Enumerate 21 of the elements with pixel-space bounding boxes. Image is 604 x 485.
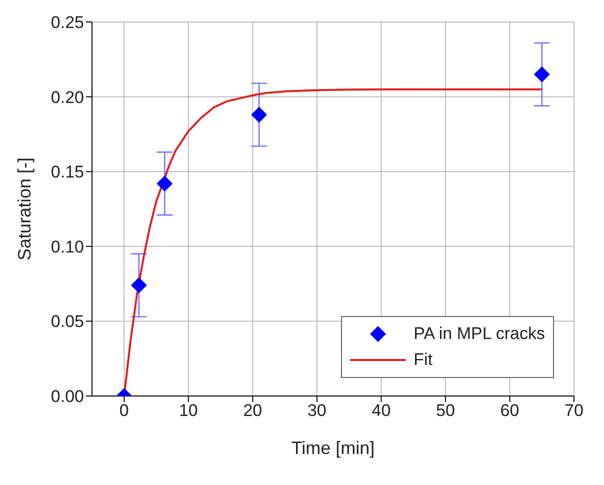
- x-tick-label: 70: [564, 401, 584, 420]
- y-axis-title: Saturation [-]: [14, 157, 34, 261]
- y-tick-label: 0.20: [50, 88, 84, 107]
- y-tick-label: 0.15: [50, 162, 84, 182]
- y-tick-label: 0.10: [50, 237, 84, 256]
- point: [534, 66, 550, 82]
- point: [156, 176, 173, 192]
- y-tick-label: 0.25: [50, 13, 84, 32]
- x-tick-label: 60: [500, 401, 520, 420]
- x-tick-label: 0: [119, 401, 129, 420]
- point: [251, 106, 268, 123]
- x-axis-title: Time [min]: [291, 438, 375, 458]
- legend-label: PA in MPL cracks: [414, 324, 545, 344]
- y-tick-label: 0.05: [50, 312, 84, 332]
- legend-label: Fit: [414, 350, 433, 370]
- x-tick-label: 10: [178, 401, 198, 420]
- x-tick-label: 30: [307, 401, 326, 420]
- x-tick-label: 40: [372, 401, 391, 420]
- y-tick-label: 0.00: [50, 387, 84, 406]
- x-tick-label: 20: [243, 401, 262, 420]
- x-tick-label: 50: [436, 401, 455, 420]
